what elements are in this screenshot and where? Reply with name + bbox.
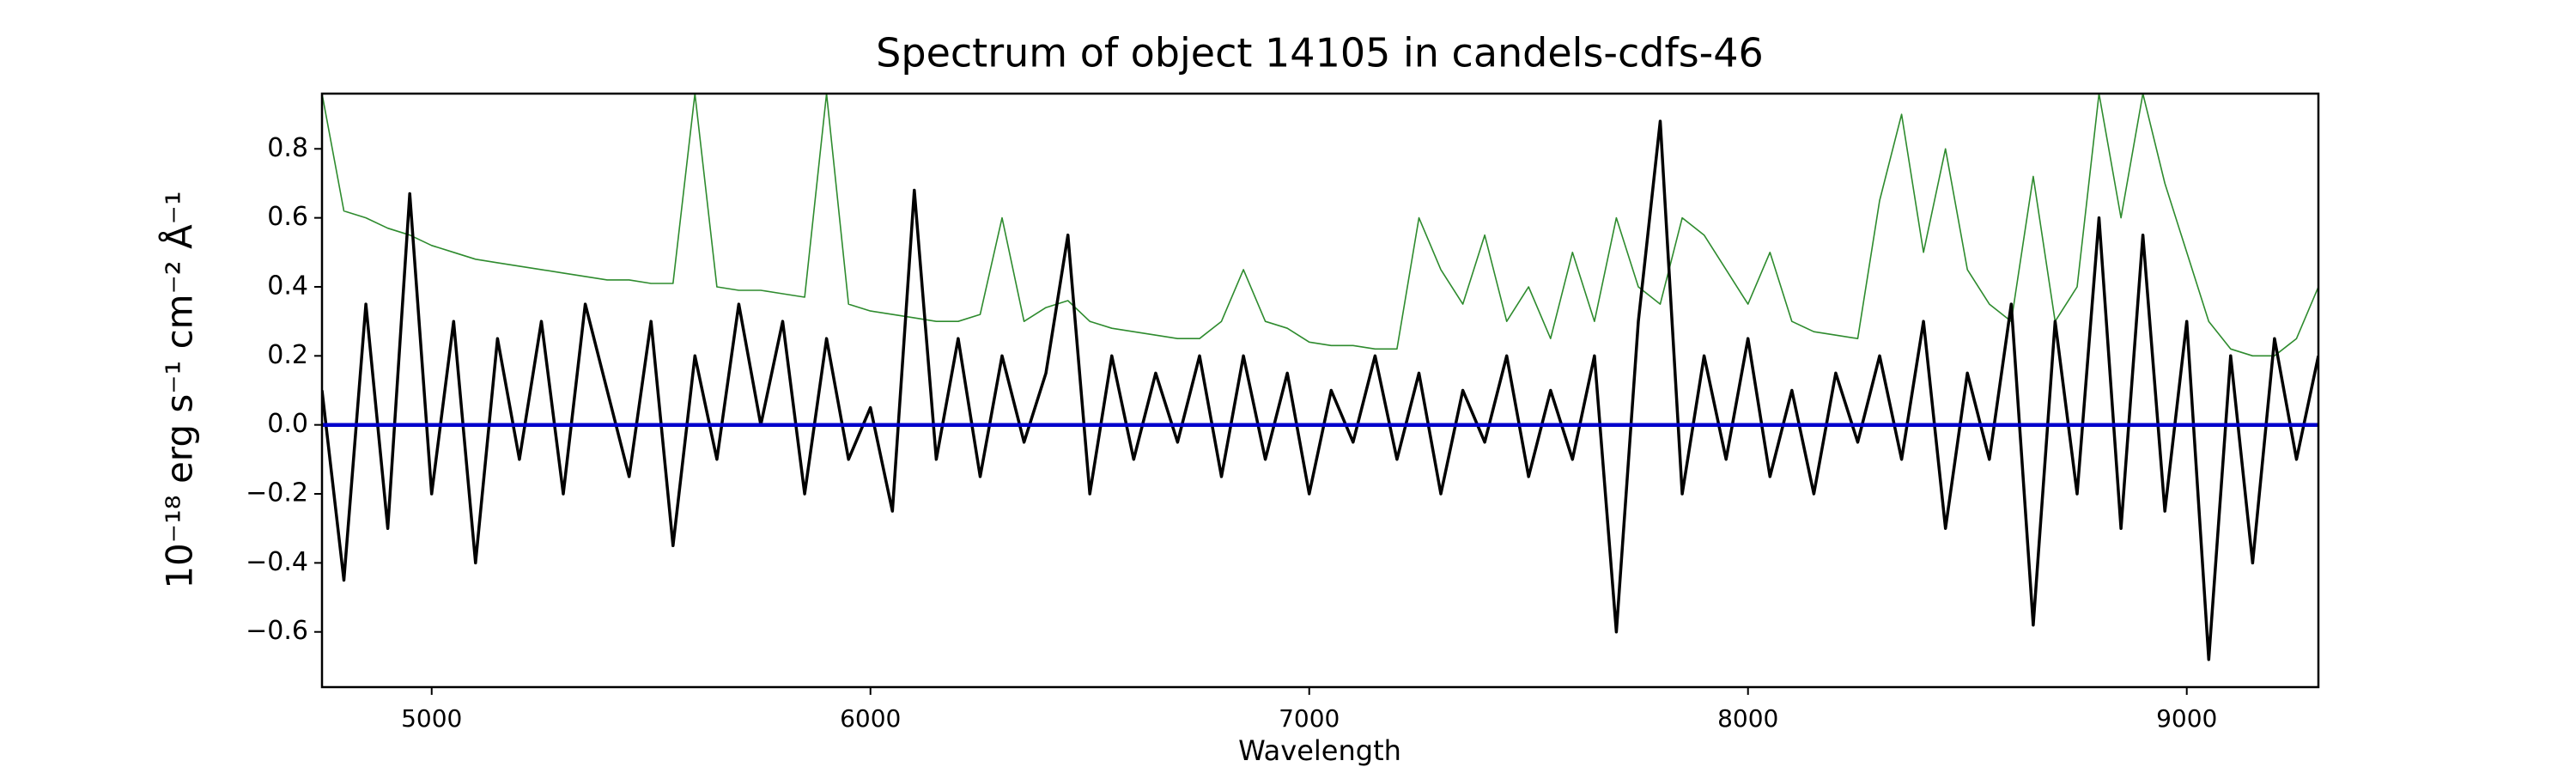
x-tick-label: 8000 <box>1717 704 1778 733</box>
y-tick-label: 0.2 <box>267 340 308 370</box>
y-tick-label: −0.2 <box>246 478 308 508</box>
series-line <box>322 119 2318 661</box>
plot-frame <box>320 92 2320 689</box>
x-axis-label: Wavelength <box>1238 734 1401 767</box>
y-tick-label: 0.4 <box>267 271 308 301</box>
x-tick-label: 7000 <box>1279 704 1340 733</box>
x-tick-label: 5000 <box>401 704 462 733</box>
y-tick-label: 0.8 <box>267 133 308 163</box>
y-tick-label: −0.6 <box>246 616 308 646</box>
y-tick-label: −0.4 <box>246 547 308 577</box>
y-axis-label: 10⁻¹⁸ erg s⁻¹ cm⁻² Å⁻¹ <box>158 191 201 588</box>
y-tick-label: 0.0 <box>267 409 308 439</box>
y-tick-label: 0.6 <box>267 202 308 232</box>
plot-area <box>322 94 2318 661</box>
series-line <box>322 94 2318 357</box>
x-tick-label: 9000 <box>2156 704 2217 733</box>
x-tick-label: 6000 <box>840 704 901 733</box>
chart-title: Spectrum of object 14105 in candels-cdfs… <box>876 30 1764 76</box>
